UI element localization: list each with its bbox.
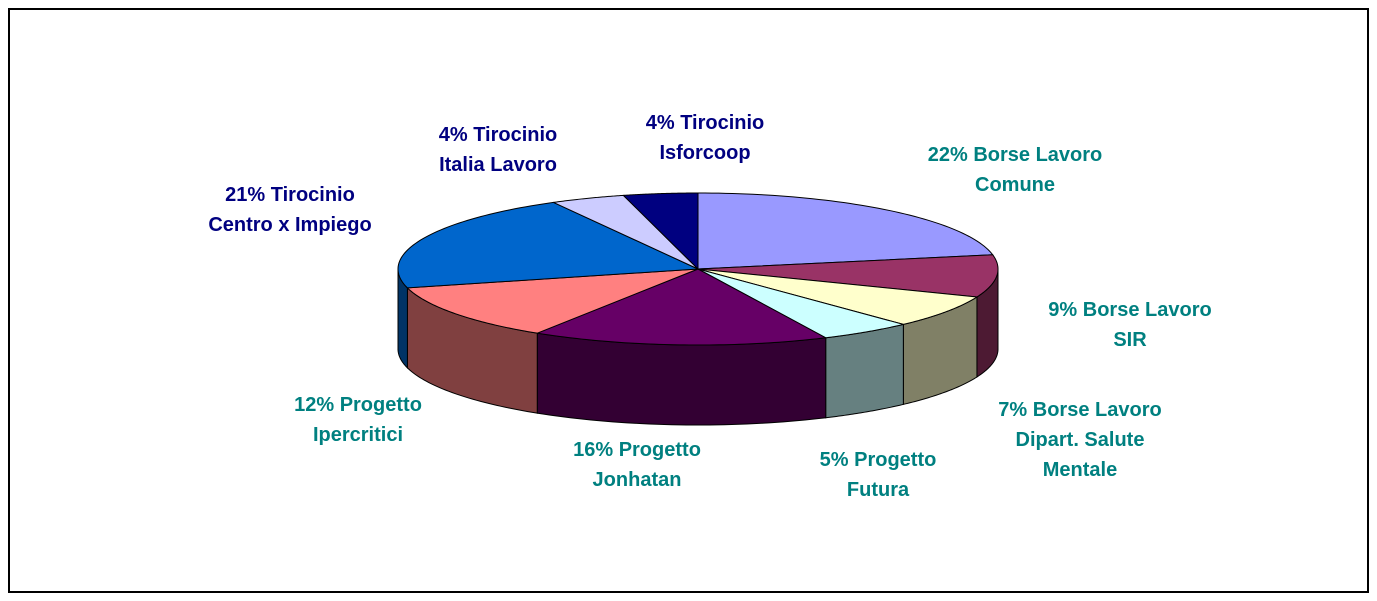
value-label: 4% — [645, 112, 675, 134]
category-label: Progetto Ipercritici — [312, 394, 422, 446]
value-label: 22% — [927, 144, 968, 166]
value-label: 7% — [998, 399, 1028, 421]
slice — [697, 192, 994, 270]
data-label: 7% Borse Lavoro Dipart. Salute Mentale — [998, 395, 1161, 485]
slice — [397, 201, 699, 289]
slice — [535, 268, 828, 346]
value-label: 12% — [294, 394, 335, 416]
data-label: 4% Tirocinio Italia Lavoro — [439, 120, 558, 180]
data-label: 16% Progetto Jonhatan — [573, 435, 701, 495]
slice-side — [825, 323, 904, 419]
value-label: 16% — [573, 439, 614, 461]
data-label: 12% Progetto Ipercritici — [294, 390, 422, 450]
category-label: Borse Lavoro SIR — [1082, 299, 1212, 351]
category-label: Borse Lavoro Dipart. Salute Mentale — [1015, 399, 1162, 481]
data-label: 22% Borse Lavoro Comune — [928, 140, 1103, 200]
value-label: 4% — [438, 124, 468, 146]
slice — [697, 268, 904, 339]
data-label: 5% Progetto Futura — [820, 445, 937, 505]
data-label: 9% Borse Lavoro SIR — [1048, 295, 1211, 355]
slice — [697, 268, 979, 325]
category-label: Progetto Futura — [846, 449, 937, 501]
value-label: 9% — [1048, 299, 1078, 321]
category-label: Progetto Jonhatan — [592, 439, 701, 491]
category-label: Tirocinio Isforcoop — [659, 112, 765, 164]
value-label: 21% — [225, 184, 266, 206]
data-label: 4% Tirocinio Isforcoop — [646, 108, 765, 168]
slice — [551, 194, 699, 270]
slice — [622, 192, 699, 271]
category-label: Borse Lavoro Comune — [973, 144, 1103, 196]
slice — [406, 268, 699, 334]
slice — [697, 254, 999, 298]
slice-side — [536, 332, 827, 426]
category-label: Tirocinio Italia Lavoro — [439, 124, 558, 176]
category-label: Tirocinio Centro x Impiego — [208, 184, 372, 236]
value-label: 5% — [819, 449, 849, 471]
data-label: 21% Tirocinio Centro x Impiego — [208, 180, 371, 240]
